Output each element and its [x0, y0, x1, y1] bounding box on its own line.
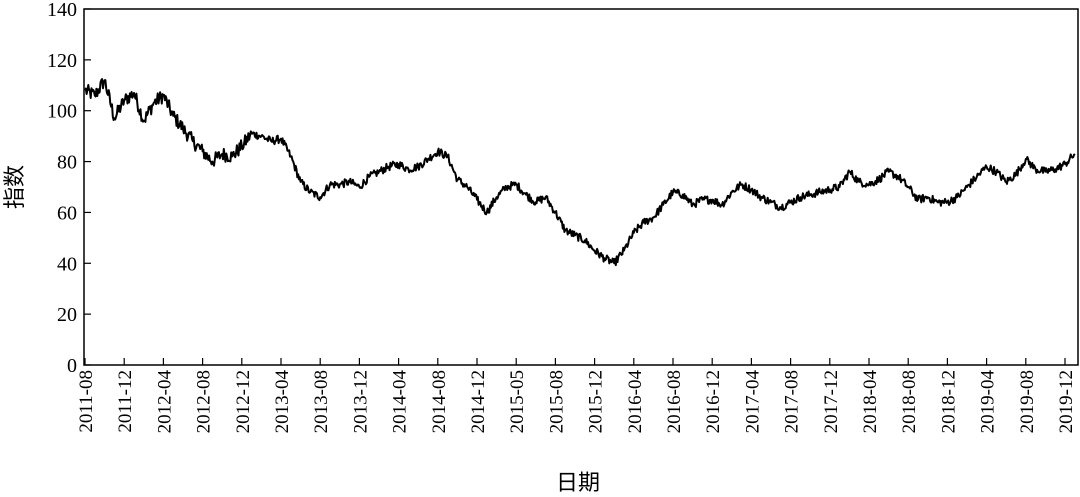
x-tick-label: 2012-04 [154, 370, 175, 434]
x-tick-label: 2018-12 [938, 370, 959, 433]
y-axis-ticks: 0 20 40 60 80 100 120 140 [47, 0, 91, 377]
x-tick-label: 2015-08 [546, 370, 567, 433]
y-tick-label: 120 [47, 50, 77, 72]
x-tick-label: 2016-04 [625, 370, 646, 434]
x-tick-label: 2013-04 [272, 370, 293, 434]
x-tick-label: 2018-08 [899, 370, 920, 433]
x-tick-label: 2017-12 [821, 370, 842, 433]
x-tick-label: 2017-04 [742, 370, 763, 434]
x-tick-label: 2014-08 [429, 370, 450, 433]
x-tick-label: 2014-12 [468, 370, 489, 433]
x-tick-label: 2012-08 [194, 370, 215, 433]
y-tick-label: 60 [57, 202, 77, 224]
y-tick-label: 20 [57, 304, 77, 326]
x-tick-label: 2019-12 [1056, 370, 1077, 433]
x-tick-label: 2016-12 [703, 370, 724, 433]
x-tick-label: 2014-04 [390, 370, 411, 434]
x-tick-label: 2015-05 [507, 370, 528, 433]
y-tick-label: 140 [47, 0, 77, 21]
x-axis-title: 日期 [556, 470, 600, 495]
x-tick-label: 2016-08 [664, 370, 685, 433]
x-tick-label: 2011-08 [76, 370, 97, 433]
x-tick-label: 2011-12 [115, 370, 136, 433]
y-tick-label: 100 [47, 101, 77, 123]
index-series-line [84, 78, 1076, 267]
x-tick-label: 2017-08 [782, 370, 803, 433]
x-tick-label: 2015-12 [586, 370, 607, 433]
y-tick-label: 0 [67, 355, 77, 377]
x-tick-label: 2013-12 [350, 370, 371, 433]
plot-frame [83, 8, 1079, 366]
x-tick-label: 2018-04 [860, 370, 881, 434]
y-tick-label: 40 [57, 253, 77, 275]
x-tick-label: 2019-04 [978, 370, 999, 434]
x-tick-label: 2013-08 [311, 370, 332, 433]
y-axis-title: 指数 [2, 165, 27, 209]
x-tick-label: 2012-12 [233, 370, 254, 433]
y-tick-label: 80 [57, 152, 77, 174]
x-tick-label: 2019-08 [1017, 370, 1038, 433]
x-axis-ticks: 2011-08 2011-12 2012-04 2012-08 2012-12 2013-… [76, 358, 1077, 433]
